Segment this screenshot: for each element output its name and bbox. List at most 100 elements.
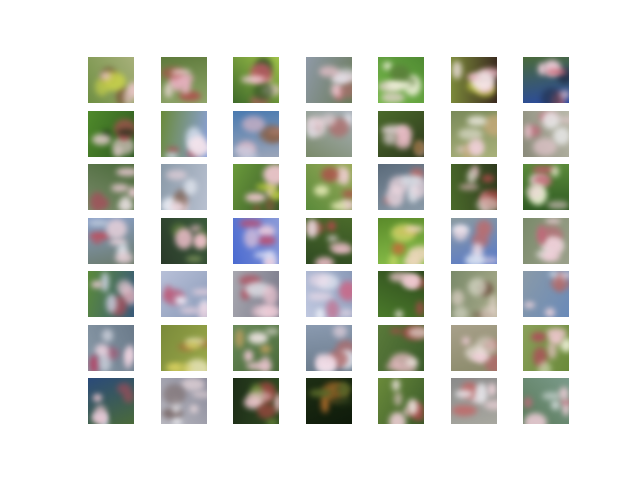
image-tile: [523, 378, 569, 424]
tile-blob: [476, 220, 492, 237]
tile-blob: [341, 168, 349, 185]
tile-blob: [257, 403, 276, 419]
tile-blob: [106, 219, 127, 239]
tile-blob: [326, 300, 339, 317]
tile-blob: [184, 179, 197, 195]
tile-blob: [462, 337, 470, 345]
tile-blob: [381, 125, 406, 135]
image-tile: [88, 378, 134, 424]
tile-blob: [92, 238, 102, 244]
tile-blob: [241, 288, 250, 300]
tile-blob: [309, 273, 330, 287]
image-tile: [523, 271, 569, 317]
tile-blob: [248, 332, 268, 344]
tile-blob: [190, 225, 202, 232]
tile-blob: [389, 272, 410, 282]
tile-blob: [458, 128, 483, 140]
tile-blob: [257, 225, 275, 237]
tile-blob: [92, 413, 107, 424]
image-tile: [451, 271, 497, 317]
tile-blob: [416, 301, 424, 316]
image-tile: [378, 218, 424, 264]
tile-blob: [319, 66, 339, 77]
tile-blob: [100, 72, 111, 80]
tile-blob: [468, 278, 487, 296]
tile-blob: [165, 153, 178, 157]
tile-blob: [170, 202, 185, 210]
tile-blob: [262, 305, 279, 317]
tile-blob: [192, 289, 207, 295]
tile-blob: [306, 219, 318, 238]
tile-blob: [260, 345, 271, 353]
image-tile: [451, 378, 497, 424]
tile-blob: [89, 232, 110, 240]
tile-blob: [534, 174, 552, 187]
tile-blob: [192, 391, 207, 398]
tile-blob: [559, 272, 569, 278]
tile-blob: [392, 379, 400, 391]
image-tile: [306, 271, 352, 317]
tile-blob: [111, 184, 129, 192]
tile-blob: [309, 389, 332, 397]
tile-blob: [257, 236, 276, 245]
tile-blob: [537, 225, 546, 245]
tile-blob: [475, 383, 488, 404]
tile-blob: [414, 140, 422, 155]
tile-blob: [344, 113, 352, 126]
tile-blob: [489, 295, 497, 314]
tile-blob: [239, 275, 261, 286]
tile-blob: [185, 342, 200, 349]
tile-blob: [244, 228, 259, 248]
tile-blob: [253, 82, 273, 101]
tile-blob: [172, 399, 180, 414]
tile-blob: [524, 413, 547, 424]
tile-blob: [115, 252, 133, 264]
tile-blob: [456, 146, 468, 153]
tile-blob: [471, 352, 490, 362]
image-tile: [161, 378, 207, 424]
tile-blob: [171, 69, 191, 75]
image-tile: [523, 164, 569, 210]
tile-blob: [245, 193, 266, 202]
tile-blob: [407, 399, 418, 415]
tile-blob: [545, 308, 555, 317]
tile-blob: [265, 328, 279, 335]
tile-blob: [321, 394, 329, 413]
image-tile: [161, 111, 207, 157]
tile-blob: [386, 186, 404, 207]
tile-blob: [547, 201, 569, 209]
tile-blob: [186, 256, 202, 262]
tile-blob: [274, 393, 279, 412]
tile-blob: [315, 257, 334, 264]
tile-blob: [238, 153, 258, 157]
tile-blob: [331, 397, 352, 405]
tile-blob: [247, 391, 272, 402]
tile-blob: [239, 219, 262, 228]
tile-blob: [342, 190, 352, 198]
tile-blob: [167, 147, 179, 153]
image-tile: [451, 57, 497, 103]
tile-blob: [386, 81, 411, 90]
tile-blob: [484, 400, 497, 410]
image-tile: [233, 271, 279, 317]
image-tile: [523, 218, 569, 264]
tile-blob: [549, 271, 559, 277]
tile-blob: [538, 361, 551, 371]
image-tile: [233, 111, 279, 157]
tile-blob: [190, 136, 207, 157]
tile-blob: [93, 394, 102, 402]
image-tile: [306, 57, 352, 103]
image-tile: [88, 57, 134, 103]
tile-blob: [185, 338, 205, 345]
tile-blob: [404, 254, 422, 264]
tile-blob: [541, 88, 562, 103]
tile-blob: [172, 363, 192, 371]
tile-blob: [116, 168, 134, 176]
tile-blob: [175, 296, 187, 305]
tile-blob: [467, 74, 479, 80]
tile-blob: [551, 400, 560, 410]
image-tile: [306, 111, 352, 157]
tile-blob: [396, 366, 417, 371]
tile-blob: [172, 418, 182, 424]
